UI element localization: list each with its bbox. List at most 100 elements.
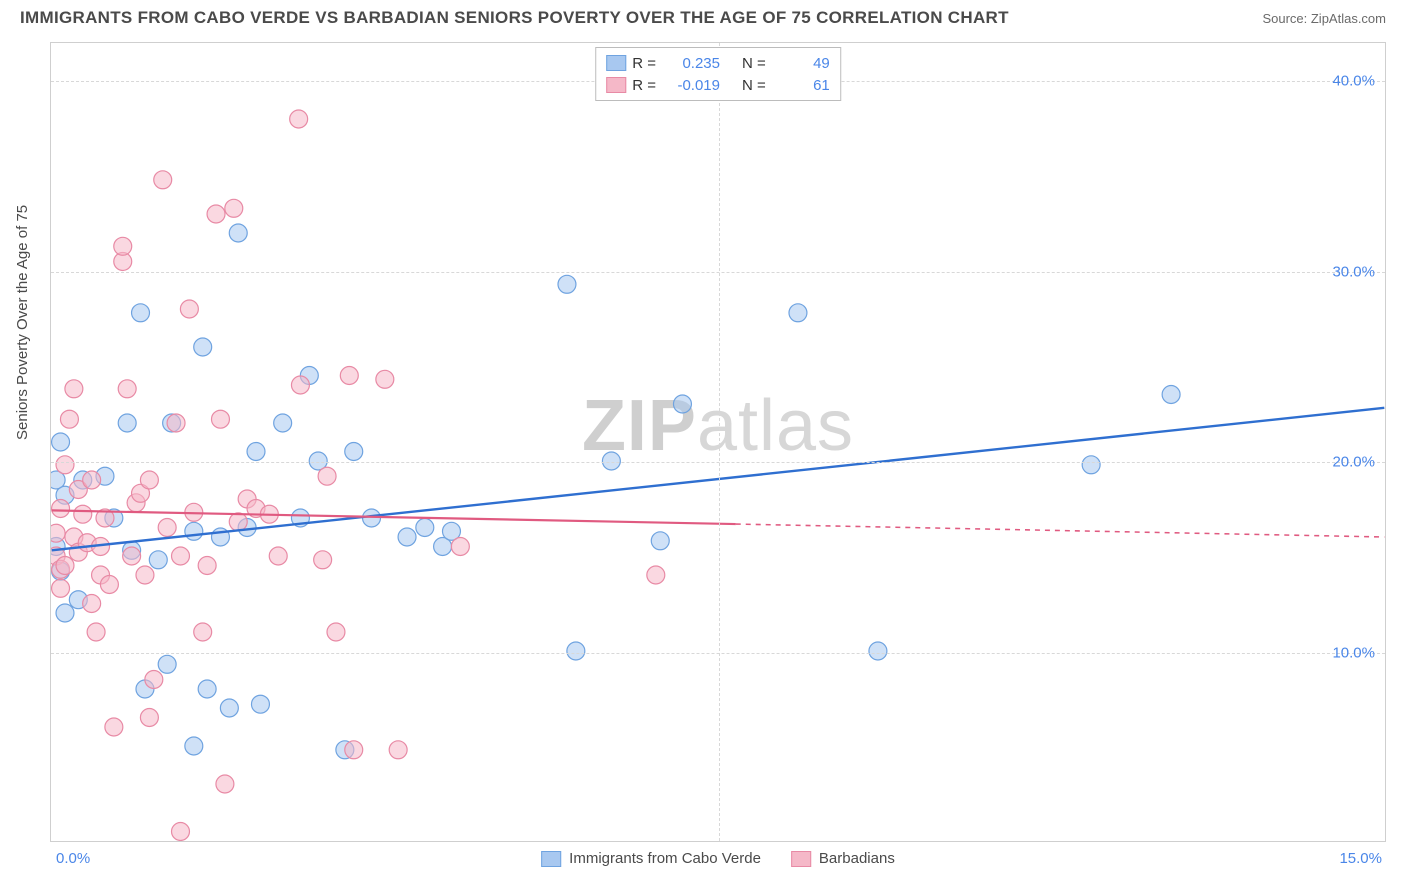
data-point <box>247 443 265 461</box>
y-tick-label: 10.0% <box>1332 644 1375 661</box>
data-point <box>56 456 74 474</box>
data-point <box>345 741 363 759</box>
data-point <box>673 395 691 413</box>
data-point <box>567 642 585 660</box>
data-point <box>602 452 620 470</box>
data-point <box>216 775 234 793</box>
data-point <box>869 642 887 660</box>
legend-item: Immigrants from Cabo Verde <box>541 850 761 867</box>
data-point <box>52 579 70 597</box>
chart-title: IMMIGRANTS FROM CABO VERDE VS BARBADIAN … <box>20 8 1009 28</box>
data-point <box>118 414 136 432</box>
y-tick-label: 40.0% <box>1332 73 1375 90</box>
data-point <box>145 671 163 689</box>
data-point <box>52 500 70 518</box>
data-point <box>1162 386 1180 404</box>
source-label: Source: <box>1262 11 1310 26</box>
legend-stats: R = 0.235 N = 49 R = -0.019 N = 61 <box>595 47 841 101</box>
data-point <box>318 467 336 485</box>
data-point <box>198 557 216 575</box>
data-point <box>65 380 83 398</box>
data-point <box>314 551 332 569</box>
data-point <box>451 538 469 556</box>
data-point <box>211 410 229 428</box>
data-point <box>51 524 65 542</box>
legend-swatch-icon <box>791 851 811 867</box>
data-point <box>74 505 92 523</box>
data-point <box>56 604 74 622</box>
legend-swatch-icon <box>606 55 626 71</box>
y-axis-label: Seniors Poverty Over the Age of 75 <box>14 205 31 440</box>
data-point <box>269 547 287 565</box>
data-point <box>114 237 132 255</box>
r-label: R = <box>632 77 656 94</box>
data-point <box>83 471 101 489</box>
legend-label: Barbadians <box>819 850 895 867</box>
data-point <box>158 655 176 673</box>
data-point <box>229 513 247 531</box>
r-value: -0.019 <box>662 77 720 94</box>
legend-stats-row: R = 0.235 N = 49 <box>606 52 830 74</box>
trend-line-extrapolated <box>736 524 1385 537</box>
data-point <box>194 338 212 356</box>
data-point <box>1082 456 1100 474</box>
grid-line <box>51 653 1385 654</box>
data-point <box>416 519 434 537</box>
data-point <box>229 224 247 242</box>
n-label: N = <box>742 77 766 94</box>
data-point <box>398 528 416 546</box>
data-point <box>52 433 70 451</box>
data-point <box>83 595 101 613</box>
data-point <box>220 699 238 717</box>
r-value: 0.235 <box>662 55 720 72</box>
data-point <box>389 741 407 759</box>
data-point <box>132 304 150 322</box>
data-point <box>274 414 292 432</box>
data-point <box>789 304 807 322</box>
legend-stats-row: R = -0.019 N = 61 <box>606 74 830 96</box>
data-point <box>225 199 243 217</box>
data-point <box>87 623 105 641</box>
data-point <box>376 370 394 388</box>
data-point <box>327 623 345 641</box>
data-point <box>194 623 212 641</box>
data-point <box>647 566 665 584</box>
data-point <box>185 737 203 755</box>
y-tick-label: 20.0% <box>1332 454 1375 471</box>
y-tick-label: 30.0% <box>1332 263 1375 280</box>
data-point <box>100 576 118 594</box>
data-point <box>154 171 172 189</box>
data-point <box>140 709 158 727</box>
data-point <box>291 376 309 394</box>
legend-item: Barbadians <box>791 850 895 867</box>
legend-swatch-icon <box>541 851 561 867</box>
data-point <box>60 410 78 428</box>
n-value: 49 <box>772 55 830 72</box>
data-point <box>198 680 216 698</box>
x-tick-label: 15.0% <box>1339 850 1382 867</box>
legend-swatch-icon <box>606 77 626 93</box>
data-point <box>172 547 190 565</box>
data-point <box>251 695 269 713</box>
plot-svg <box>51 43 1385 841</box>
scatter-chart: ZIPatlas R = 0.235 N = 49 R = -0.019 N =… <box>50 42 1386 842</box>
trend-line <box>52 408 1385 551</box>
legend-series: Immigrants from Cabo Verde Barbadians <box>541 850 895 867</box>
data-point <box>558 275 576 293</box>
x-tick-label: 0.0% <box>56 850 90 867</box>
data-point <box>56 557 74 575</box>
data-point <box>180 300 198 318</box>
data-point <box>149 551 167 569</box>
data-point <box>340 367 358 385</box>
source-value: ZipAtlas.com <box>1311 11 1386 26</box>
source-attribution: Source: ZipAtlas.com <box>1262 11 1386 26</box>
data-point <box>651 532 669 550</box>
data-point <box>207 205 225 223</box>
data-point <box>185 522 203 540</box>
data-point <box>290 110 308 128</box>
r-label: R = <box>632 55 656 72</box>
data-point <box>123 547 141 565</box>
data-point <box>105 718 123 736</box>
data-point <box>136 566 154 584</box>
legend-label: Immigrants from Cabo Verde <box>569 850 761 867</box>
